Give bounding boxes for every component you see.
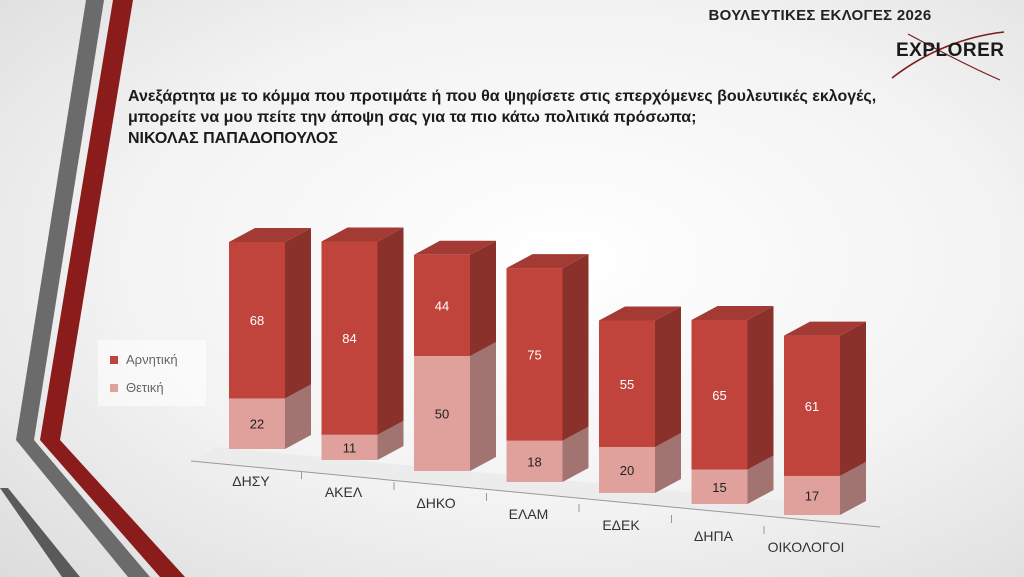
bar-positive-6-side <box>840 461 866 515</box>
data-label-negative-1: 84 <box>342 331 356 346</box>
bar-negative-5-side <box>747 306 774 470</box>
bar-negative-6 <box>784 321 866 476</box>
bar-negative-4-side <box>655 306 681 447</box>
bar-negative-1-top <box>321 227 404 242</box>
bar-negative-3-top <box>506 254 589 269</box>
bar-negative-2-front <box>414 254 470 356</box>
bar-negative-1-side <box>377 227 404 435</box>
bar-negative-2 <box>414 240 496 356</box>
legend-label-positive: Θετική <box>126 380 164 395</box>
data-label-positive-5: 15 <box>712 480 726 495</box>
data-label-positive-2: 50 <box>435 407 449 422</box>
legend-swatch-negative <box>110 355 118 364</box>
category-label-6: ΟΙΚΟΛΟΓΟΙ <box>768 539 845 555</box>
data-label-positive-4: 20 <box>620 463 634 478</box>
category-label-5: ΔΗΠΑ <box>694 528 734 544</box>
data-label-negative-5: 65 <box>712 388 726 403</box>
bar-negative-2-side <box>470 240 496 356</box>
data-label-positive-6: 17 <box>805 488 819 503</box>
data-label-positive-0: 22 <box>250 417 264 432</box>
bar-negative-1-front <box>321 241 378 435</box>
page-header-title: ΒΟΥΛΕΥΤΙΚΕΣ ΕΚΛΟΓΕΣ 2026 <box>708 7 932 24</box>
bar-positive-4-front <box>599 447 655 493</box>
chart-legend: Αρνητική Θετική <box>98 340 206 406</box>
category-label-2: ΔΗΚΟ <box>416 495 455 511</box>
bar-positive-2-front <box>414 356 470 471</box>
bar-negative-3 <box>506 254 589 441</box>
category-label-4: ΕΔΕΚ <box>602 517 640 533</box>
bar-negative-6-side <box>840 321 866 476</box>
bar-positive-0-side <box>285 384 311 449</box>
legend-item-positive: Θετική <box>110 380 164 395</box>
bar-positive-1-side <box>377 420 404 460</box>
bar-negative-3-front <box>506 268 563 441</box>
bar-negative-5 <box>691 306 774 470</box>
bar-positive-1-front <box>321 434 378 460</box>
bar-positive-6-front <box>784 475 840 515</box>
logo-swoosh-icon <box>891 31 1005 81</box>
bar-positive-2-side <box>470 342 496 471</box>
bar-negative-6-front <box>784 335 840 476</box>
legend-label-negative: Αρνητική <box>126 352 178 367</box>
bar-negative-0-front <box>229 242 285 399</box>
legend-item-negative: Αρνητική <box>110 352 178 367</box>
legend-swatch-positive <box>110 383 118 392</box>
bar-negative-0-top <box>229 228 311 242</box>
category-label-3: ΕΛΑΜ <box>509 506 549 522</box>
question-subject: ΝΙΚΟΛΑΣ ΠΑΠΑΔΟΠΟΥΛΟΣ <box>128 130 338 147</box>
bar-negative-4 <box>599 306 681 447</box>
bar-negative-1 <box>321 227 404 435</box>
x-axis-line <box>190 460 881 528</box>
bar-positive-4-side <box>655 433 681 493</box>
survey-question: Ανεξάρτητα με το κόμμα που προτιμάτε ή π… <box>128 86 988 149</box>
bar-negative-4-front <box>599 320 655 447</box>
category-label-0: ΔΗΣΥ <box>232 473 270 489</box>
data-label-positive-1: 11 <box>343 440 357 455</box>
bar-positive-3-side <box>562 426 589 482</box>
data-label-positive-3: 18 <box>527 454 541 469</box>
data-label-negative-4: 55 <box>620 377 634 392</box>
bar-negative-5-front <box>691 320 748 470</box>
data-label-negative-0: 68 <box>250 313 264 328</box>
bar-negative-0 <box>229 228 311 399</box>
bar-negative-0-side <box>285 228 311 399</box>
question-line-2: μπορείτε να μου πείτε την άποψη σας για … <box>128 109 697 126</box>
bar-negative-5-top <box>691 306 774 320</box>
bar-positive-0-front <box>229 398 285 449</box>
bar-positive-3-front <box>506 440 563 482</box>
data-label-negative-6: 61 <box>805 399 819 414</box>
bar-negative-4-top <box>599 306 681 321</box>
chart-floor <box>191 447 906 527</box>
bar-positive-5-side <box>747 455 774 504</box>
bar-negative-3-side <box>562 254 589 441</box>
data-label-negative-3: 75 <box>527 347 541 362</box>
bar-positive-5-front <box>691 469 748 504</box>
bar-negative-6-top <box>784 321 866 336</box>
explorer-logo: EXPLORER <box>888 30 1008 82</box>
logo-text: EXPLORER <box>896 40 1005 61</box>
bar-positive-2 <box>414 342 496 471</box>
category-label-1: ΑΚΕΛ <box>325 484 363 500</box>
bar-negative-2-top <box>414 240 496 255</box>
data-label-negative-2: 44 <box>435 298 449 313</box>
question-line-1: Ανεξάρτητα με το κόμμα που προτιμάτε ή π… <box>128 88 877 105</box>
